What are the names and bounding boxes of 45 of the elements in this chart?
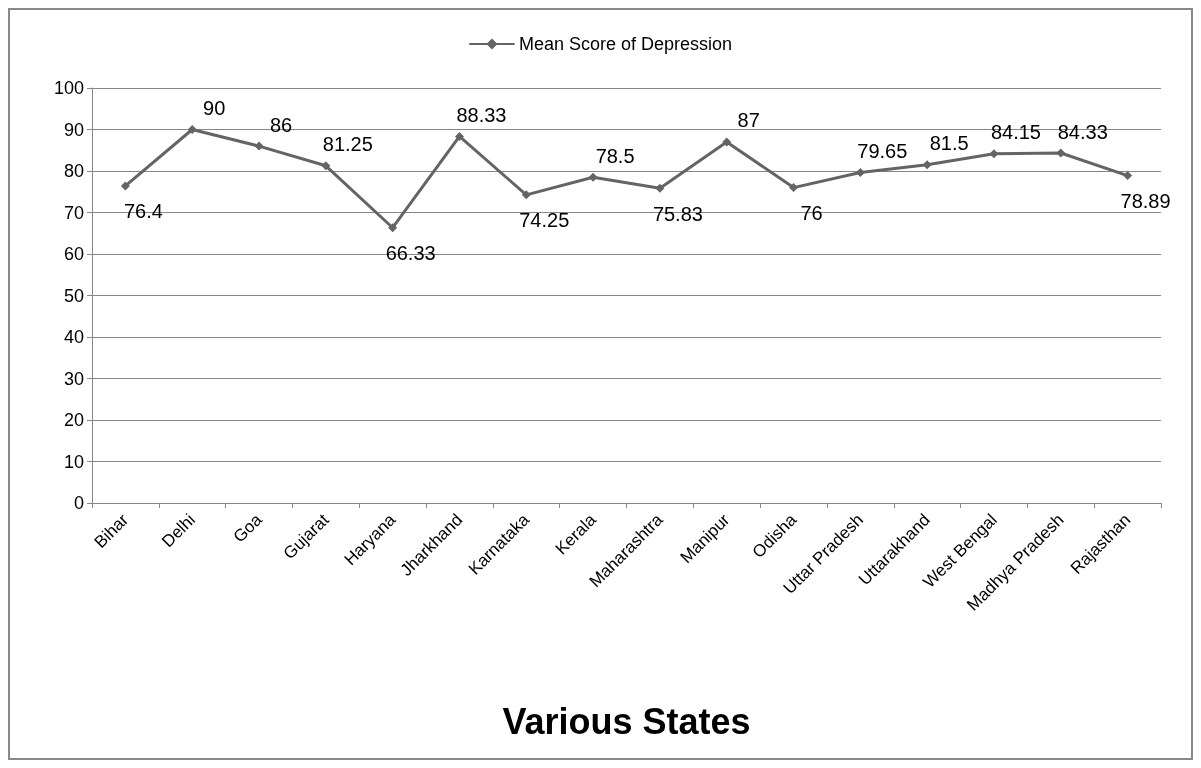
point [655, 183, 665, 193]
point [454, 131, 464, 141]
data-label: 86 [269, 113, 293, 136]
y-tick-label: 20 [63, 410, 84, 430]
data-label: 90 [203, 97, 226, 119]
legend-label: Mean Score of Depression [518, 34, 733, 54]
point [321, 161, 331, 171]
y-tick-label: 40 [63, 327, 84, 347]
y-tick-label: 0 [73, 493, 84, 513]
point [1123, 171, 1133, 181]
point [120, 181, 130, 191]
data-label: 76 [800, 202, 823, 225]
y-tick-label: 80 [63, 161, 84, 181]
data-label: 74.25 [519, 209, 570, 232]
data-label: 79.65 [857, 139, 908, 162]
point [1056, 148, 1066, 158]
y-tick-label: 70 [63, 202, 84, 223]
point [254, 141, 264, 151]
y-tick-label: 30 [63, 368, 84, 389]
x-tick-label: Goa [229, 509, 267, 547]
data-label: 88.33 [456, 103, 507, 126]
data-label: 87 [737, 109, 760, 132]
data-label: 81.25 [322, 133, 373, 156]
data-label: 81.5 [929, 132, 969, 155]
point [922, 160, 932, 170]
point [789, 183, 799, 193]
data-label: 78.89 [1120, 190, 1171, 213]
point [989, 149, 999, 159]
x-axis-title: Various States [502, 700, 751, 742]
y-tick-label: 100 [53, 78, 84, 98]
y-tick-label: 50 [63, 285, 84, 306]
data-label: 76.4 [123, 200, 163, 223]
data-label: 75.83 [652, 202, 703, 225]
y-tick-label: 60 [63, 244, 84, 264]
point [187, 125, 197, 134]
point [588, 172, 598, 182]
point [521, 190, 531, 200]
data-label: 84.15 [990, 121, 1041, 144]
y-tick-label: 90 [63, 119, 84, 140]
data-label: 78.5 [595, 144, 635, 167]
y-tick-label: 10 [63, 451, 84, 472]
point [388, 223, 398, 233]
data-label: 84.33 [1057, 120, 1108, 143]
data-label: 66.33 [385, 242, 436, 265]
point [722, 137, 732, 147]
